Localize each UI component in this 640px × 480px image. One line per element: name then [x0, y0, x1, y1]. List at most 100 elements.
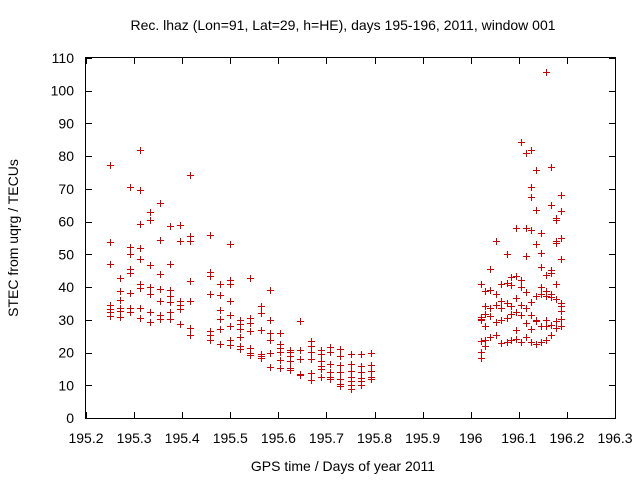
data-point	[267, 330, 274, 337]
data-point	[508, 274, 515, 281]
data-point	[277, 357, 284, 364]
x-tick-label: 195.8	[357, 430, 392, 446]
data-point	[538, 230, 545, 237]
data-point	[137, 256, 144, 263]
data-point	[207, 273, 214, 280]
data-point	[147, 209, 154, 216]
data-point	[107, 239, 114, 246]
data-point	[337, 362, 344, 369]
data-point	[533, 167, 540, 174]
data-point	[528, 147, 535, 154]
y-tick-label: 110	[52, 50, 75, 66]
data-point	[482, 288, 489, 295]
data-point	[518, 339, 525, 346]
data-point	[518, 277, 525, 284]
data-point	[553, 325, 560, 332]
data-point	[358, 382, 365, 389]
data-point	[157, 286, 164, 293]
data-point	[513, 273, 520, 280]
data-point	[538, 284, 545, 291]
data-point	[368, 376, 375, 383]
data-point	[548, 294, 555, 301]
data-point	[478, 355, 485, 362]
data-point	[177, 321, 184, 328]
data-point	[227, 281, 234, 288]
x-axis-title: GPS time / Days of year 2011	[251, 458, 435, 474]
data-point	[487, 266, 494, 273]
data-point	[107, 162, 114, 169]
x-tick-label: 196.1	[501, 430, 536, 446]
data-point	[523, 253, 530, 260]
data-point	[297, 318, 304, 325]
data-point	[558, 316, 565, 323]
y-tick-label: 20	[58, 345, 74, 361]
data-point	[287, 367, 294, 374]
data-point	[368, 362, 375, 369]
x-tick-label: 195.3	[117, 430, 152, 446]
data-point	[478, 338, 485, 345]
data-point	[277, 330, 284, 337]
data-point	[137, 147, 144, 154]
data-point	[247, 352, 254, 359]
data-point	[337, 353, 344, 360]
data-point	[267, 287, 274, 294]
data-point	[553, 318, 560, 325]
data-point	[127, 244, 134, 251]
data-point	[528, 299, 535, 306]
data-point	[482, 343, 489, 350]
data-point	[504, 315, 511, 322]
data-point	[297, 356, 304, 363]
data-point	[528, 312, 535, 319]
data-point	[513, 327, 520, 334]
data-point	[558, 235, 565, 242]
data-point	[504, 300, 511, 307]
data-point	[538, 339, 545, 346]
data-point	[187, 172, 194, 179]
data-point	[167, 309, 174, 316]
data-point	[533, 341, 540, 348]
data-point	[493, 332, 500, 339]
data-point	[117, 275, 124, 282]
data-point	[147, 262, 154, 269]
data-point	[237, 334, 244, 341]
data-point	[267, 317, 274, 324]
data-point	[538, 291, 545, 298]
data-point	[107, 261, 114, 268]
data-point	[553, 281, 560, 288]
data-point	[558, 308, 565, 315]
data-point	[518, 139, 525, 146]
data-point	[157, 237, 164, 244]
data-point	[187, 278, 194, 285]
data-point	[258, 327, 265, 334]
data-point	[523, 150, 530, 157]
data-point	[523, 289, 530, 296]
data-point	[348, 386, 355, 393]
data-point	[308, 349, 315, 356]
y-tick-label: 40	[58, 279, 74, 295]
data-point	[523, 225, 530, 232]
data-point	[227, 298, 234, 305]
data-point	[368, 350, 375, 357]
data-point	[277, 349, 284, 356]
data-point	[117, 288, 124, 295]
data-point	[523, 334, 530, 341]
data-point	[533, 241, 540, 248]
data-point	[167, 293, 174, 300]
data-point	[528, 326, 535, 333]
data-point	[348, 351, 355, 358]
data-point	[498, 317, 505, 324]
data-point	[543, 317, 550, 324]
data-point	[127, 290, 134, 297]
data-point	[482, 337, 489, 344]
data-point	[207, 291, 214, 298]
data-point	[493, 302, 500, 309]
y-tick-label: 80	[58, 148, 74, 164]
data-point	[177, 222, 184, 229]
data-point	[187, 325, 194, 332]
data-point	[558, 192, 565, 199]
data-point	[237, 326, 244, 333]
data-point	[137, 315, 144, 322]
data-point	[487, 305, 494, 312]
data-point	[207, 337, 214, 344]
